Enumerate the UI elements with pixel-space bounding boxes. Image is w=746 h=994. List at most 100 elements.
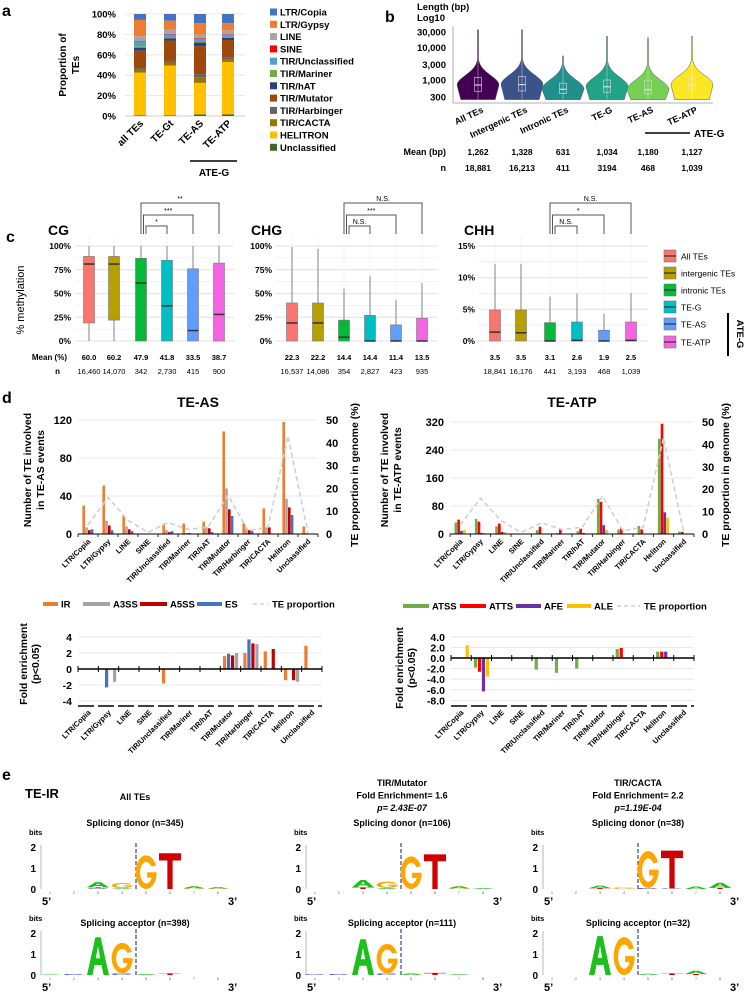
- logo-y-tick: 1: [532, 950, 538, 961]
- panel-label-b: b: [385, 9, 395, 26]
- logo-letter-T: [159, 853, 181, 889]
- logo-position: 1: [314, 977, 316, 981]
- bar: [108, 525, 111, 534]
- bar: [534, 658, 538, 670]
- y-tick-label: 1,000: [422, 76, 446, 87]
- logo-letter-T: [424, 854, 446, 889]
- bar: [242, 523, 245, 534]
- stacked-bar-segment: [134, 72, 146, 116]
- logo-y-tick: 0: [532, 885, 538, 896]
- y-tick-label: 0%: [260, 336, 273, 346]
- y-axis-label: in TE-ATP events: [392, 427, 404, 513]
- legend-swatch: [567, 604, 591, 608]
- bar: [82, 505, 85, 534]
- y-tick-label: 80: [60, 453, 72, 465]
- bar: [462, 529, 466, 534]
- y2-tick-label: 40: [326, 438, 338, 450]
- stacked-bar-segment: [134, 68, 146, 70]
- legend-label: AFE: [544, 602, 563, 613]
- legend-label: All TEs: [681, 252, 708, 262]
- logo-position: 8: [482, 977, 484, 981]
- logo-y-unit: bits: [531, 914, 544, 923]
- legend-label: intergenic TEs: [681, 269, 735, 279]
- box: [286, 302, 298, 342]
- y-tick-label: 30,000: [417, 28, 446, 39]
- logo-title: Splicing acceptor (n=111): [348, 918, 456, 928]
- logo-y-tick: 0: [30, 971, 36, 982]
- y-tick-label: 20%: [97, 91, 117, 102]
- three-prime-label: 3’: [493, 896, 502, 908]
- legend-swatch: [270, 119, 277, 127]
- logo-letter-G: [376, 943, 398, 974]
- box: [598, 329, 610, 342]
- y-axis-label: % methylation: [15, 265, 27, 334]
- bar: [162, 523, 165, 534]
- bar: [85, 527, 88, 534]
- logo-letter-A: [39, 974, 61, 975]
- n-value: 342: [135, 367, 148, 376]
- logo-position: 3: [362, 977, 364, 981]
- stacked-bar-segment: [222, 30, 234, 35]
- n-value: 2,730: [158, 367, 177, 376]
- bar: [222, 431, 225, 534]
- logo-title: Splicing donor (n=345): [86, 818, 183, 828]
- panel-label-c: c: [6, 229, 15, 246]
- legend-label: A3SS: [113, 600, 138, 611]
- logo-y-tick: 0: [295, 885, 301, 896]
- logo-letter-A: [376, 887, 398, 889]
- logo-letter-A: [448, 886, 470, 889]
- logo-column-header: All TEs: [120, 792, 151, 802]
- logo-position: 4: [623, 977, 625, 981]
- legend-label: TE proportion: [644, 602, 707, 613]
- logo-column-header: TIR/CACTA: [614, 778, 662, 788]
- stacked-bar-segment: [164, 62, 176, 66]
- y-tick-label: 300: [430, 93, 446, 104]
- stacked-bar-segment: [134, 50, 146, 69]
- bar: [165, 530, 168, 534]
- panel-title: CHH: [464, 222, 494, 238]
- stacked-bar-segment: [194, 82, 206, 115]
- significance-bracket: [343, 202, 423, 234]
- y2-tick-label: 50: [326, 415, 338, 427]
- logo-letter-A: [135, 973, 157, 975]
- bar: [477, 521, 481, 534]
- bar: [247, 639, 251, 669]
- logo-title: Splicing acceptor (n=32): [586, 918, 690, 928]
- logo-letter-C: [376, 973, 397, 975]
- mean-value: 3.5: [490, 353, 500, 362]
- y-tick-label: 0%: [463, 336, 476, 346]
- logo-letter-A: [111, 888, 133, 889]
- three-prime-label: 3’: [493, 982, 502, 994]
- n-value: 468: [598, 367, 611, 376]
- bar: [576, 531, 580, 534]
- significance-label: N.S.: [376, 196, 390, 203]
- y-tick-label: 10%: [458, 273, 475, 283]
- bar: [535, 530, 539, 534]
- bar: [538, 526, 542, 534]
- y-tick-label: 0: [66, 664, 72, 676]
- panel-title: CHG: [251, 222, 282, 238]
- y-tick-label: 100%: [92, 10, 117, 21]
- stacked-bar-segment: [222, 14, 234, 24]
- logo-position: 6: [671, 891, 673, 895]
- logo-letter-C: [63, 973, 84, 975]
- chart-title: TE-ATP: [547, 394, 597, 410]
- x-tick-label: LINE: [114, 537, 132, 555]
- bar: [554, 658, 559, 673]
- logo-column-header: Fold Enrichment= 2.2: [592, 791, 683, 801]
- bar: [182, 523, 185, 534]
- bar: [248, 530, 251, 534]
- y-tick-label: 75%: [54, 265, 71, 275]
- x-tick-label: LINE: [487, 537, 505, 555]
- n-value: 935: [416, 367, 429, 376]
- bar: [231, 655, 235, 669]
- stacked-bar-segment: [134, 46, 146, 48]
- logo-letter-T: [87, 887, 109, 889]
- logo-position: 3: [599, 977, 601, 981]
- logo-column-header: Fold Enrichment= 1.6: [356, 791, 447, 801]
- bar: [102, 485, 105, 534]
- logo-y-tick: 1: [532, 864, 538, 875]
- logo-position: 4: [121, 977, 123, 981]
- y-tick-label: 0%: [102, 112, 116, 123]
- logo-letter-G: [376, 881, 398, 888]
